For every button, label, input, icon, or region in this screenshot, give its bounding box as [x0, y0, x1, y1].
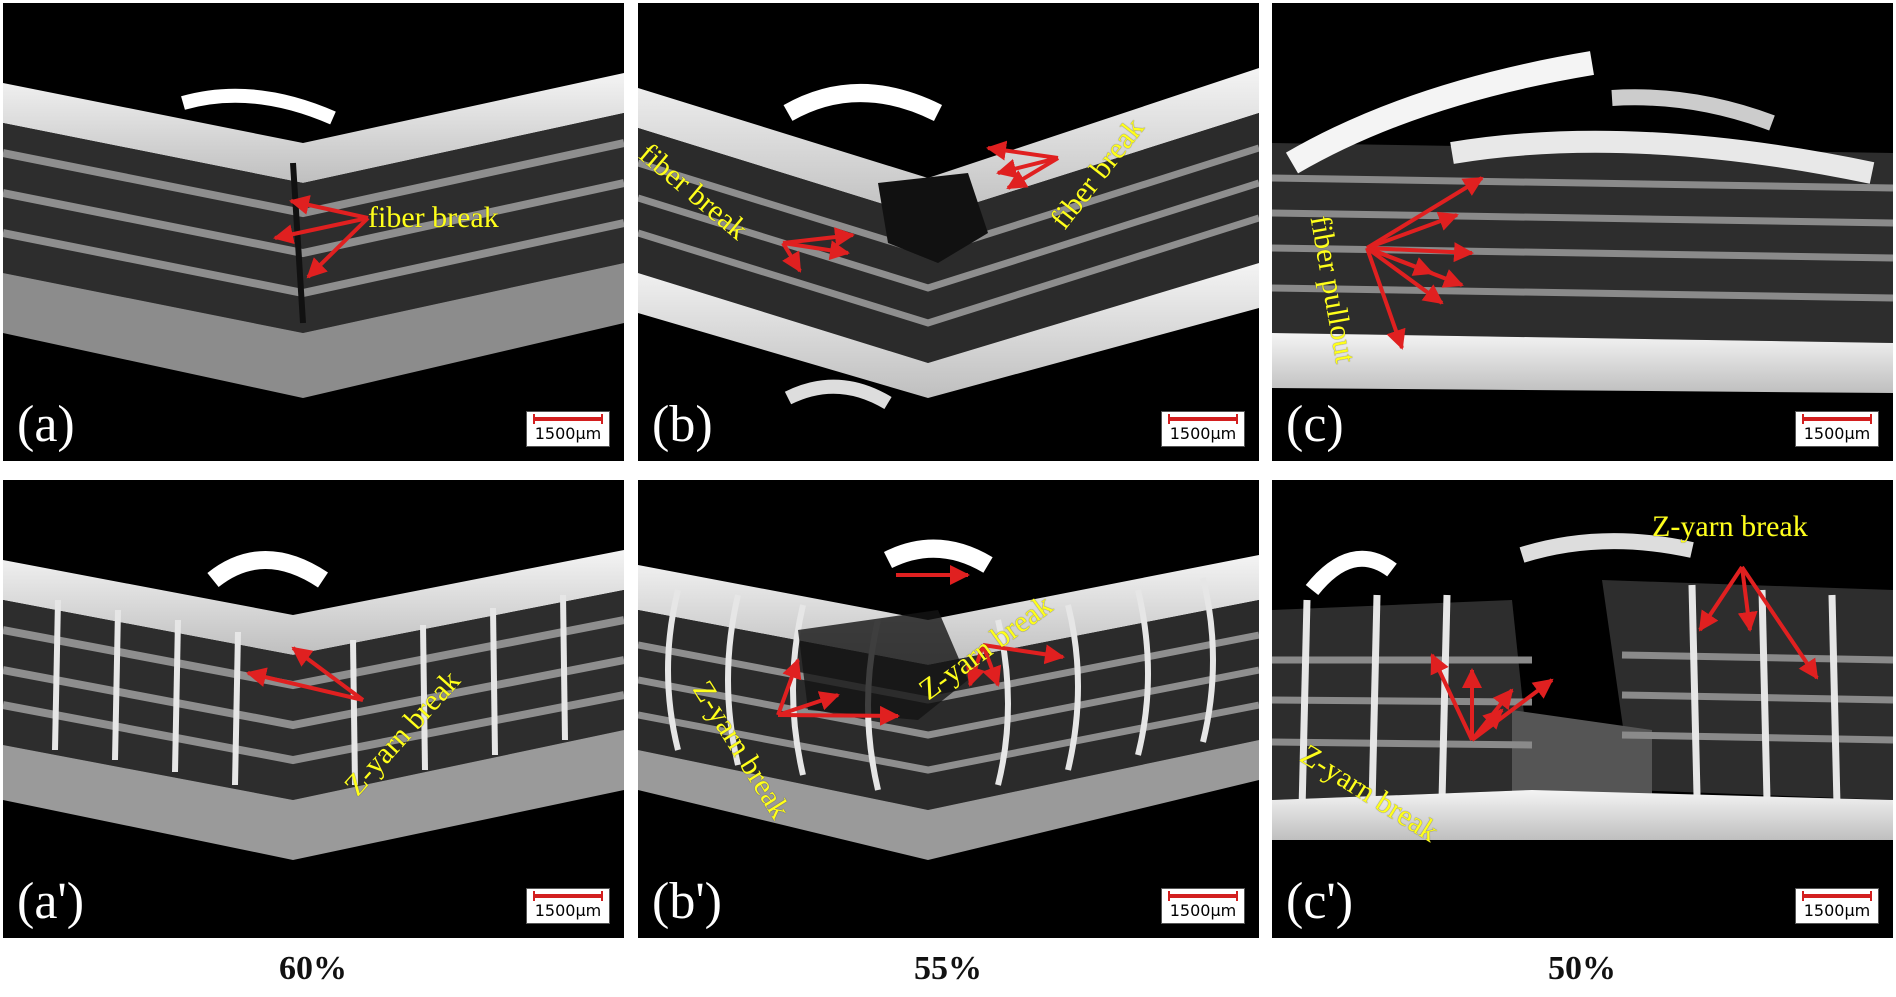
panel-c-image: [1272, 51, 1893, 393]
scale-bar: 1500µm: [526, 411, 610, 447]
scale-bar: 1500µm: [1161, 888, 1245, 924]
panel-label: (b): [652, 396, 713, 453]
scale-bar-label: 1500µm: [1803, 424, 1871, 443]
scale-bar-line: [1802, 414, 1872, 424]
scale-bar: 1500µm: [1795, 888, 1879, 924]
scale-bar-line: [1168, 414, 1238, 424]
panel-label: (a): [17, 396, 75, 453]
panel-label: (b'): [652, 873, 723, 930]
panel-label: (c): [1286, 396, 1344, 453]
annotation-fiber-break: fiber break: [368, 201, 499, 234]
column-label-55: 55%: [914, 950, 982, 987]
panel-a-image: [3, 73, 624, 398]
panel-b-prime-arrows: [776, 565, 1065, 726]
panel-c-prime-arrows: [1430, 565, 1819, 742]
scale-bar-line: [533, 414, 603, 424]
panel-b-prime-image: [638, 539, 1259, 860]
scale-bar-line: [533, 891, 603, 901]
panel-b: fiber break fiber break (b) 1500µm: [638, 3, 1259, 461]
column-label-60: 60%: [279, 950, 347, 987]
panel-label: (a'): [17, 873, 85, 930]
panel-c-arrows: [1365, 176, 1484, 350]
panel-c: fiber pullout (c) 1500µm: [1272, 3, 1893, 461]
annotation-z-yarn-break-top: Z-yarn break: [1652, 510, 1808, 543]
panel-label: (c'): [1286, 873, 1354, 930]
panel-b-arrows: [781, 140, 1060, 273]
panel-c-prime-image: [1272, 533, 1893, 840]
panel-b-prime: Z-yarn break Z-yarn break (b') 1500µm: [638, 480, 1259, 938]
panel-a-prime-arrows: [246, 646, 365, 702]
scale-bar-label: 1500µm: [534, 424, 602, 443]
scale-bar-label: 1500µm: [1803, 901, 1871, 920]
scale-bar: 1500µm: [1161, 411, 1245, 447]
scale-bar-line: [1168, 891, 1238, 901]
scale-bar-label: 1500µm: [534, 901, 602, 920]
panel-a-prime: Z-yarn break (a') 1500µm: [3, 480, 624, 938]
scale-bar: 1500µm: [1795, 411, 1879, 447]
panel-a-prime-image: [3, 550, 624, 860]
scale-bar-line: [1802, 891, 1872, 901]
panel-c-prime: Z-yarn break Z-yarn break (c') 1500µm: [1272, 480, 1893, 938]
scale-bar: 1500µm: [526, 888, 610, 924]
panel-a-arrows: [273, 195, 370, 279]
panel-b-image: [638, 68, 1259, 410]
scale-bar-label: 1500µm: [1169, 424, 1237, 443]
column-label-50: 50%: [1548, 950, 1616, 987]
panel-a: fiber break (a) 1500µm: [3, 3, 624, 461]
scale-bar-label: 1500µm: [1169, 901, 1237, 920]
